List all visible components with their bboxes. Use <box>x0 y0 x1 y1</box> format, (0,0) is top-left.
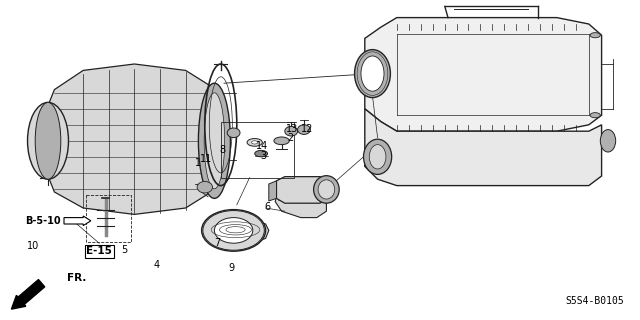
Ellipse shape <box>590 113 600 118</box>
Ellipse shape <box>314 176 339 203</box>
Ellipse shape <box>247 139 262 146</box>
Text: 1: 1 <box>195 157 202 168</box>
Text: 13: 13 <box>286 124 299 134</box>
Ellipse shape <box>255 150 268 157</box>
Ellipse shape <box>202 210 266 251</box>
Text: 10: 10 <box>27 241 40 252</box>
Text: 7: 7 <box>214 238 221 248</box>
Ellipse shape <box>298 125 310 134</box>
Bar <box>86 195 131 242</box>
Ellipse shape <box>197 181 212 193</box>
Polygon shape <box>365 109 602 186</box>
Polygon shape <box>202 219 269 243</box>
FancyArrow shape <box>64 216 91 226</box>
Bar <box>221 122 294 178</box>
Ellipse shape <box>318 180 335 199</box>
Ellipse shape <box>600 130 616 152</box>
Ellipse shape <box>590 33 600 38</box>
Ellipse shape <box>364 139 392 174</box>
Ellipse shape <box>227 128 240 138</box>
Text: 14: 14 <box>255 141 268 151</box>
Text: 3: 3 <box>260 150 267 161</box>
Text: 12: 12 <box>301 124 314 134</box>
Text: 11: 11 <box>200 154 212 164</box>
Text: 6: 6 <box>264 202 271 212</box>
Polygon shape <box>276 177 326 203</box>
Ellipse shape <box>35 102 61 179</box>
Polygon shape <box>365 18 602 131</box>
Text: E-15: E-15 <box>86 246 112 256</box>
Text: 2: 2 <box>287 133 293 143</box>
Text: FR.: FR. <box>67 273 86 284</box>
FancyArrow shape <box>12 280 45 309</box>
Ellipse shape <box>36 112 60 170</box>
Polygon shape <box>275 189 326 218</box>
Text: 9: 9 <box>228 263 235 273</box>
Text: B-5-10: B-5-10 <box>25 216 61 226</box>
Ellipse shape <box>369 145 386 169</box>
Text: S5S4-B0105: S5S4-B0105 <box>565 296 624 306</box>
Ellipse shape <box>214 218 253 243</box>
Text: 4: 4 <box>154 260 160 270</box>
Ellipse shape <box>204 93 225 189</box>
Ellipse shape <box>285 126 298 136</box>
Polygon shape <box>48 64 214 214</box>
Ellipse shape <box>252 141 258 144</box>
Ellipse shape <box>361 56 384 91</box>
Text: 8: 8 <box>219 145 225 156</box>
Polygon shape <box>269 181 276 201</box>
Ellipse shape <box>28 102 68 179</box>
Ellipse shape <box>274 137 289 145</box>
Ellipse shape <box>198 83 230 198</box>
Text: 5: 5 <box>122 245 128 255</box>
Ellipse shape <box>355 50 390 98</box>
